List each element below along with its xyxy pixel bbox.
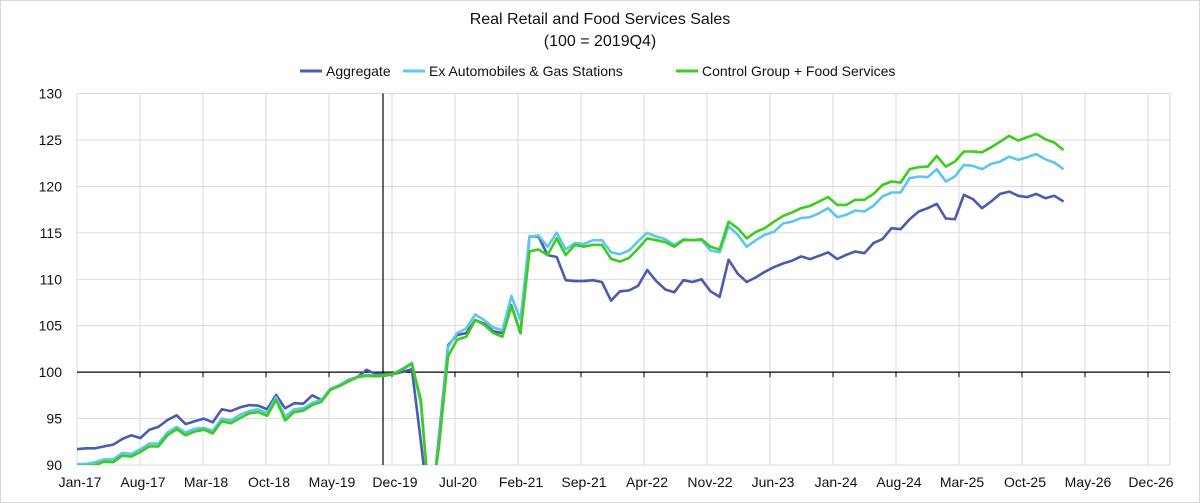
y-tick-label: 105 [39, 318, 63, 334]
x-tick-label: Jan-24 [815, 474, 858, 490]
x-tick-label: Dec-26 [1128, 474, 1173, 490]
x-tick-label: Apr-22 [626, 474, 668, 490]
y-tick-label: 110 [40, 271, 63, 287]
reference-lines [77, 93, 1170, 465]
y-tick-label: 130 [39, 86, 63, 102]
x-tick-label: Oct-25 [1004, 474, 1046, 490]
x-tick-label: Nov-22 [687, 474, 732, 490]
x-axis-ticks: Jan-17 Aug-17 Mar-18 Oct-18 May-19 Dec-19 Jul-… [59, 474, 1174, 490]
series-lines [77, 132, 1065, 465]
x-tick-label: Jan-17 [59, 474, 102, 490]
x-tick-label: Dec-19 [372, 474, 417, 490]
y-tick-label: 90 [46, 457, 62, 473]
x-tick-label: Mar-25 [940, 474, 985, 490]
y-axis-ticks: 90 95 100 105 110 115 120 125 130 [39, 86, 63, 474]
chart-title: Real Retail and Food Services Sales [470, 11, 731, 28]
y-tick-label: 100 [39, 364, 63, 380]
series-line-0 [77, 190, 1065, 465]
legend-label-control-group: Control Group + Food Services [702, 63, 895, 79]
y-tick-label: 95 [46, 411, 62, 427]
x-tick-label: Jun-23 [752, 474, 795, 490]
y-tick-label: 125 [39, 132, 63, 148]
y-tick-label: 115 [40, 225, 63, 241]
x-tick-label: Jul-20 [439, 474, 477, 490]
x-tick-label: Sep-21 [561, 474, 606, 490]
chart-subtitle: (100 = 2019Q4) [544, 33, 657, 50]
x-tick-label: Aug-24 [876, 474, 921, 490]
x-tick-label: May-26 [1065, 474, 1112, 490]
series-line-2 [77, 132, 1065, 465]
x-tick-label: Aug-17 [120, 474, 165, 490]
x-tick-label: Oct-18 [248, 474, 290, 490]
legend-label-aggregate: Aggregate [326, 63, 391, 79]
legend: Aggregate Ex Automobiles & Gas Stations … [300, 63, 895, 79]
gridlines [76, 93, 1171, 466]
x-tick-label: May-19 [309, 474, 356, 490]
x-tick-label: Mar-18 [184, 474, 229, 490]
legend-label-ex-auto-gas: Ex Automobiles & Gas Stations [429, 63, 623, 79]
y-tick-label: 120 [39, 178, 63, 194]
series-line-1 [77, 152, 1065, 465]
x-tick-label: Feb-21 [499, 474, 544, 490]
